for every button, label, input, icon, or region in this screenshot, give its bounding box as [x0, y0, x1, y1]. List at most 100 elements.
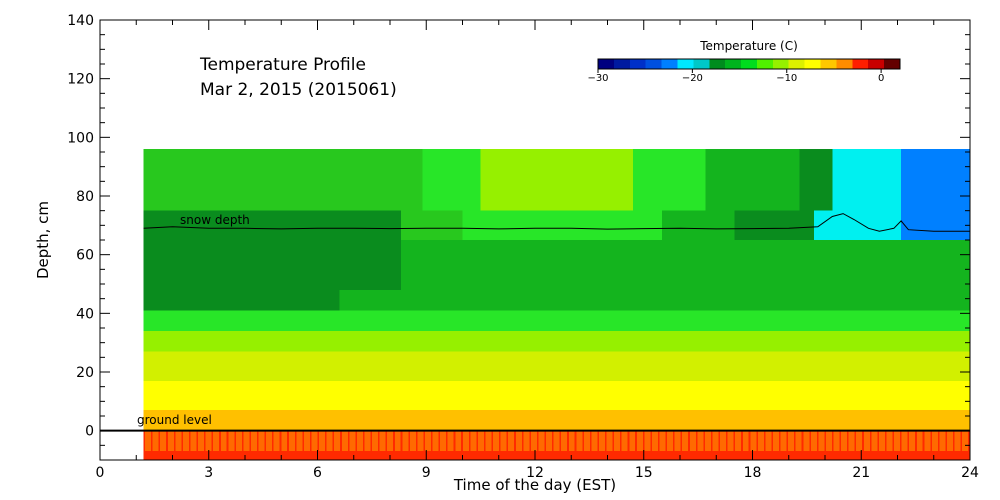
heatmap-flicker-1-97 — [877, 430, 879, 452]
heatmap-flicker-1-50 — [521, 430, 524, 452]
heatmap-flicker-1-70 — [673, 430, 675, 452]
heatmap-flicker-1-23 — [317, 430, 320, 452]
colorbar-swatch-11 — [772, 59, 790, 69]
colorbar-swatch-10 — [756, 59, 774, 69]
x-tick-label-3: 9 — [422, 465, 431, 481]
heatmap-flicker-1-80 — [748, 430, 751, 452]
x-tick-label-0: 0 — [96, 465, 105, 481]
colorbar-swatch-2 — [629, 59, 647, 69]
heatmap-flicker-1-88 — [809, 430, 811, 452]
colorbar-tick-label-1: −20 — [682, 73, 703, 84]
colorbar-swatch-13 — [804, 59, 822, 69]
heatmap-flicker-1-65 — [635, 430, 637, 452]
heatmap-flicker-1-58 — [582, 430, 584, 452]
heatmap-flicker-1-78 — [733, 430, 736, 452]
heatmap-flicker-1-46 — [491, 430, 494, 452]
heatmap-flicker-1-3 — [166, 430, 168, 452]
heatmap-band-1 — [143, 430, 970, 452]
heatmap-flicker-1-18 — [279, 430, 282, 452]
heatmap-flicker-1-74 — [703, 430, 705, 452]
heatmap-region-18 — [799, 149, 833, 211]
heatmap-flicker-1-85 — [786, 430, 789, 452]
heatmap-flicker-1-42 — [461, 430, 463, 452]
heatmap-flicker-1-106 — [945, 430, 948, 452]
heatmap-region-17 — [705, 149, 800, 211]
heatmap-flicker-1-95 — [862, 430, 864, 452]
colorbar-title: Temperature (C) — [699, 39, 798, 53]
heatmap-flicker-1-29 — [362, 430, 365, 452]
heatmap-flicker-1-100 — [900, 430, 902, 452]
colorbar-tick-label-2: −10 — [776, 73, 797, 84]
heatmap-region-7 — [143, 210, 401, 240]
heatmap-flicker-1-101 — [907, 430, 910, 452]
heatmap-flicker-1-73 — [695, 430, 698, 452]
heatmap-region-8 — [400, 210, 463, 240]
heatmap-flicker-1-62 — [612, 430, 615, 452]
heatmap-flicker-1-19 — [287, 430, 289, 452]
heatmap-region-13 — [901, 210, 970, 240]
heatmap-flicker-1-76 — [718, 430, 721, 452]
y-tick-label-3: 60 — [76, 248, 94, 264]
heatmap-flicker-1-81 — [756, 430, 758, 452]
y-tick-label-2: 40 — [76, 306, 94, 322]
y-tick-label-6: 120 — [67, 72, 94, 88]
y-axis-title: Depth, cm — [34, 201, 52, 279]
x-axis-title: Time of the day (EST) — [453, 476, 616, 494]
colorbar: −30 −20 −10 0 — [587, 58, 901, 84]
x-tick-label-2: 6 — [313, 465, 322, 481]
heatmap-flicker-1-0 — [143, 430, 146, 452]
heatmap-flicker-1-102 — [915, 430, 917, 452]
heatmap-region-4 — [143, 240, 401, 270]
colorbar-tick-label-3: 0 — [878, 73, 884, 84]
heatmap-flicker-1-7 — [196, 430, 199, 452]
heatmap-region-5 — [400, 240, 499, 270]
heatmap-flicker-1-109 — [968, 430, 970, 452]
heatmap-flicker-1-82 — [763, 430, 766, 452]
heatmap-flicker-1-49 — [514, 430, 516, 452]
heatmap-flicker-1-89 — [816, 430, 819, 452]
heatmap-flicker-1-10 — [219, 430, 221, 452]
heatmap-band-7 — [143, 289, 970, 311]
heatmap-flicker-1-68 — [657, 430, 660, 452]
colorbar-swatch-9 — [741, 59, 758, 69]
ground-level-label: ground level — [137, 413, 212, 427]
colorbar-swatch-5 — [677, 59, 694, 69]
heatmap-region-20 — [901, 149, 970, 211]
y-tick-label-5: 100 — [67, 130, 94, 146]
heatmap-flicker-1-27 — [347, 430, 350, 452]
heatmap-flicker-1-108 — [960, 430, 963, 452]
colorbar-swatch-4 — [661, 59, 678, 69]
heatmap-flicker-1-66 — [642, 430, 645, 452]
heatmap-flicker-1-6 — [188, 430, 191, 452]
heatmap-flicker-1-61 — [604, 430, 607, 452]
heatmap-flicker-1-83 — [771, 430, 774, 452]
heatmap-flicker-1-57 — [574, 430, 577, 452]
heatmap-flicker-1-86 — [794, 430, 796, 452]
heatmap-region-11 — [734, 210, 815, 240]
heatmap-flicker-1-59 — [589, 430, 592, 452]
heatmap-flicker-1-12 — [234, 430, 236, 452]
heatmap-flicker-1-39 — [438, 430, 441, 452]
heatmap-flicker-1-103 — [922, 430, 925, 452]
axes: 0 3 6 9 12 15 18 21 24 0 20 40 60 80 100 120 140 — [67, 13, 979, 481]
colorbar-swatch-1 — [613, 59, 631, 69]
heatmap-region-23 — [498, 330, 970, 352]
heatmap-flicker-1-87 — [801, 430, 804, 452]
heatmap-flicker-1-105 — [937, 430, 940, 452]
heatmap-band-3 — [143, 380, 970, 411]
heatmap-region-1 — [143, 269, 401, 290]
heatmap-flicker-1-41 — [453, 430, 456, 452]
heatmap-flicker-1-14 — [249, 430, 252, 452]
colorbar-swatch-12 — [788, 59, 806, 69]
heatmap-region-21 — [143, 310, 970, 331]
heatmap-region-2 — [400, 269, 753, 290]
heatmap-flicker-1-54 — [552, 430, 554, 452]
heatmap-region-15 — [480, 149, 633, 211]
colorbar-frame — [597, 58, 901, 70]
plot-area — [100, 149, 970, 460]
y-tick-label-1: 20 — [76, 365, 94, 381]
heatmap-flicker-1-96 — [869, 430, 872, 452]
heatmap-flicker-1-47 — [499, 430, 501, 452]
heatmap-flicker-1-15 — [256, 430, 259, 452]
